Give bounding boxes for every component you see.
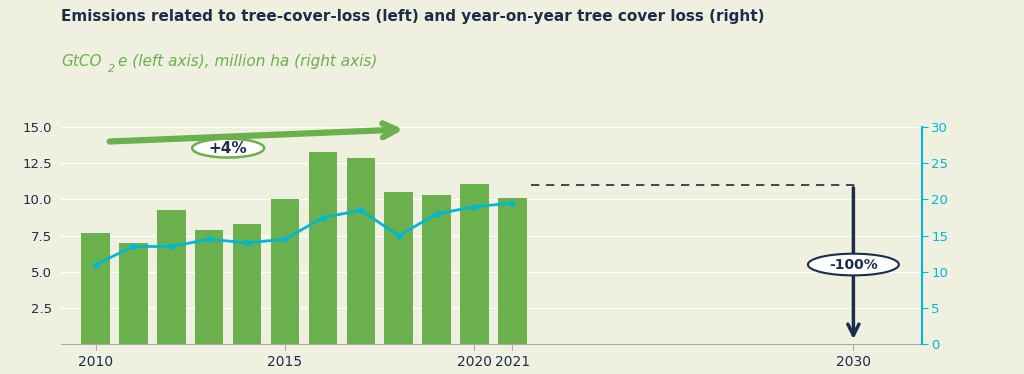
Text: 2: 2	[108, 64, 115, 74]
Bar	[460, 184, 488, 344]
Bar	[384, 192, 413, 344]
Bar	[195, 230, 223, 344]
Bar	[119, 243, 147, 344]
Bar	[346, 157, 375, 344]
Bar	[81, 233, 110, 344]
Bar	[270, 199, 299, 344]
Bar	[422, 195, 451, 344]
Bar	[308, 152, 337, 344]
Bar	[498, 198, 526, 344]
Text: e (left axis), million ha (right axis): e (left axis), million ha (right axis)	[118, 54, 377, 69]
Bar	[232, 224, 261, 344]
Bar	[157, 209, 185, 344]
Text: -100%: -100%	[829, 258, 878, 272]
Ellipse shape	[808, 254, 899, 275]
Text: +4%: +4%	[209, 141, 248, 156]
Ellipse shape	[193, 139, 264, 157]
Text: GtCO: GtCO	[61, 54, 102, 69]
Text: Emissions related to tree-cover-loss (left) and year-on-year tree cover loss (ri: Emissions related to tree-cover-loss (le…	[61, 9, 765, 24]
